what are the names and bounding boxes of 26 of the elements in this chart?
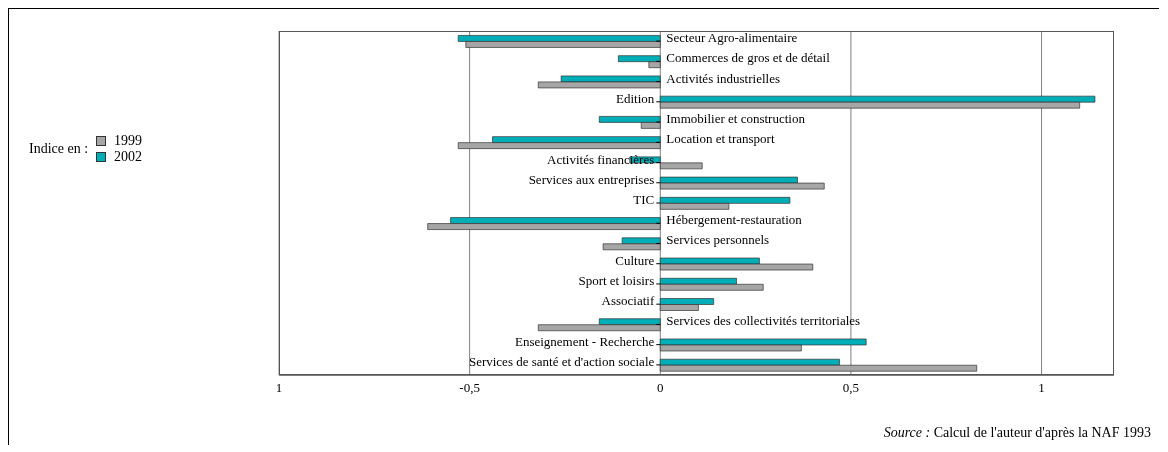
y-tick-label: Activités industrielles [666,70,781,86]
y-tick-label: Location et transport [666,131,775,147]
legend-label: 2002 [114,149,143,165]
legend-title: Indice en : [29,141,89,157]
y-tick-label: Services de santé et d'action sociale [468,353,655,369]
y-tick-label: Secteur Agro-alimentaire [666,30,798,46]
y-tick-label: Associatif [601,293,655,309]
y-tick-label: Immobilier et construction [666,111,806,127]
y-tick-label: Services des collectivités territoriales [666,313,861,329]
y-tick-label: Activités financières [547,151,655,167]
x-tick-label: -0,5 [459,380,480,396]
x-tick-label: 0,5 [842,380,860,396]
x-tick-label: 1 [1038,380,1045,396]
y-tick-label: Culture [615,252,655,268]
y-tick-label: Hébergement-restauration [666,212,803,228]
y-tick-label: TIC [633,192,655,207]
y-tick-label: Enseignement - Recherche [514,333,655,349]
x-tick-label: 0 [657,380,664,396]
y-tick-label: Services personnels [666,232,770,248]
legend-label: 1999 [114,133,143,149]
y-tick-label: Services aux entreprises [528,171,655,187]
y-tick-label: Commerces de gros et de détail [666,50,831,66]
y-tick-label: Sport et loisirs [578,272,655,288]
x-tick-label: 1 [275,380,283,396]
y-tick-label: Edition [616,90,655,106]
source-note: Source : Calcul de l'auteur d'après la NAF 1993 [883,425,1151,440]
